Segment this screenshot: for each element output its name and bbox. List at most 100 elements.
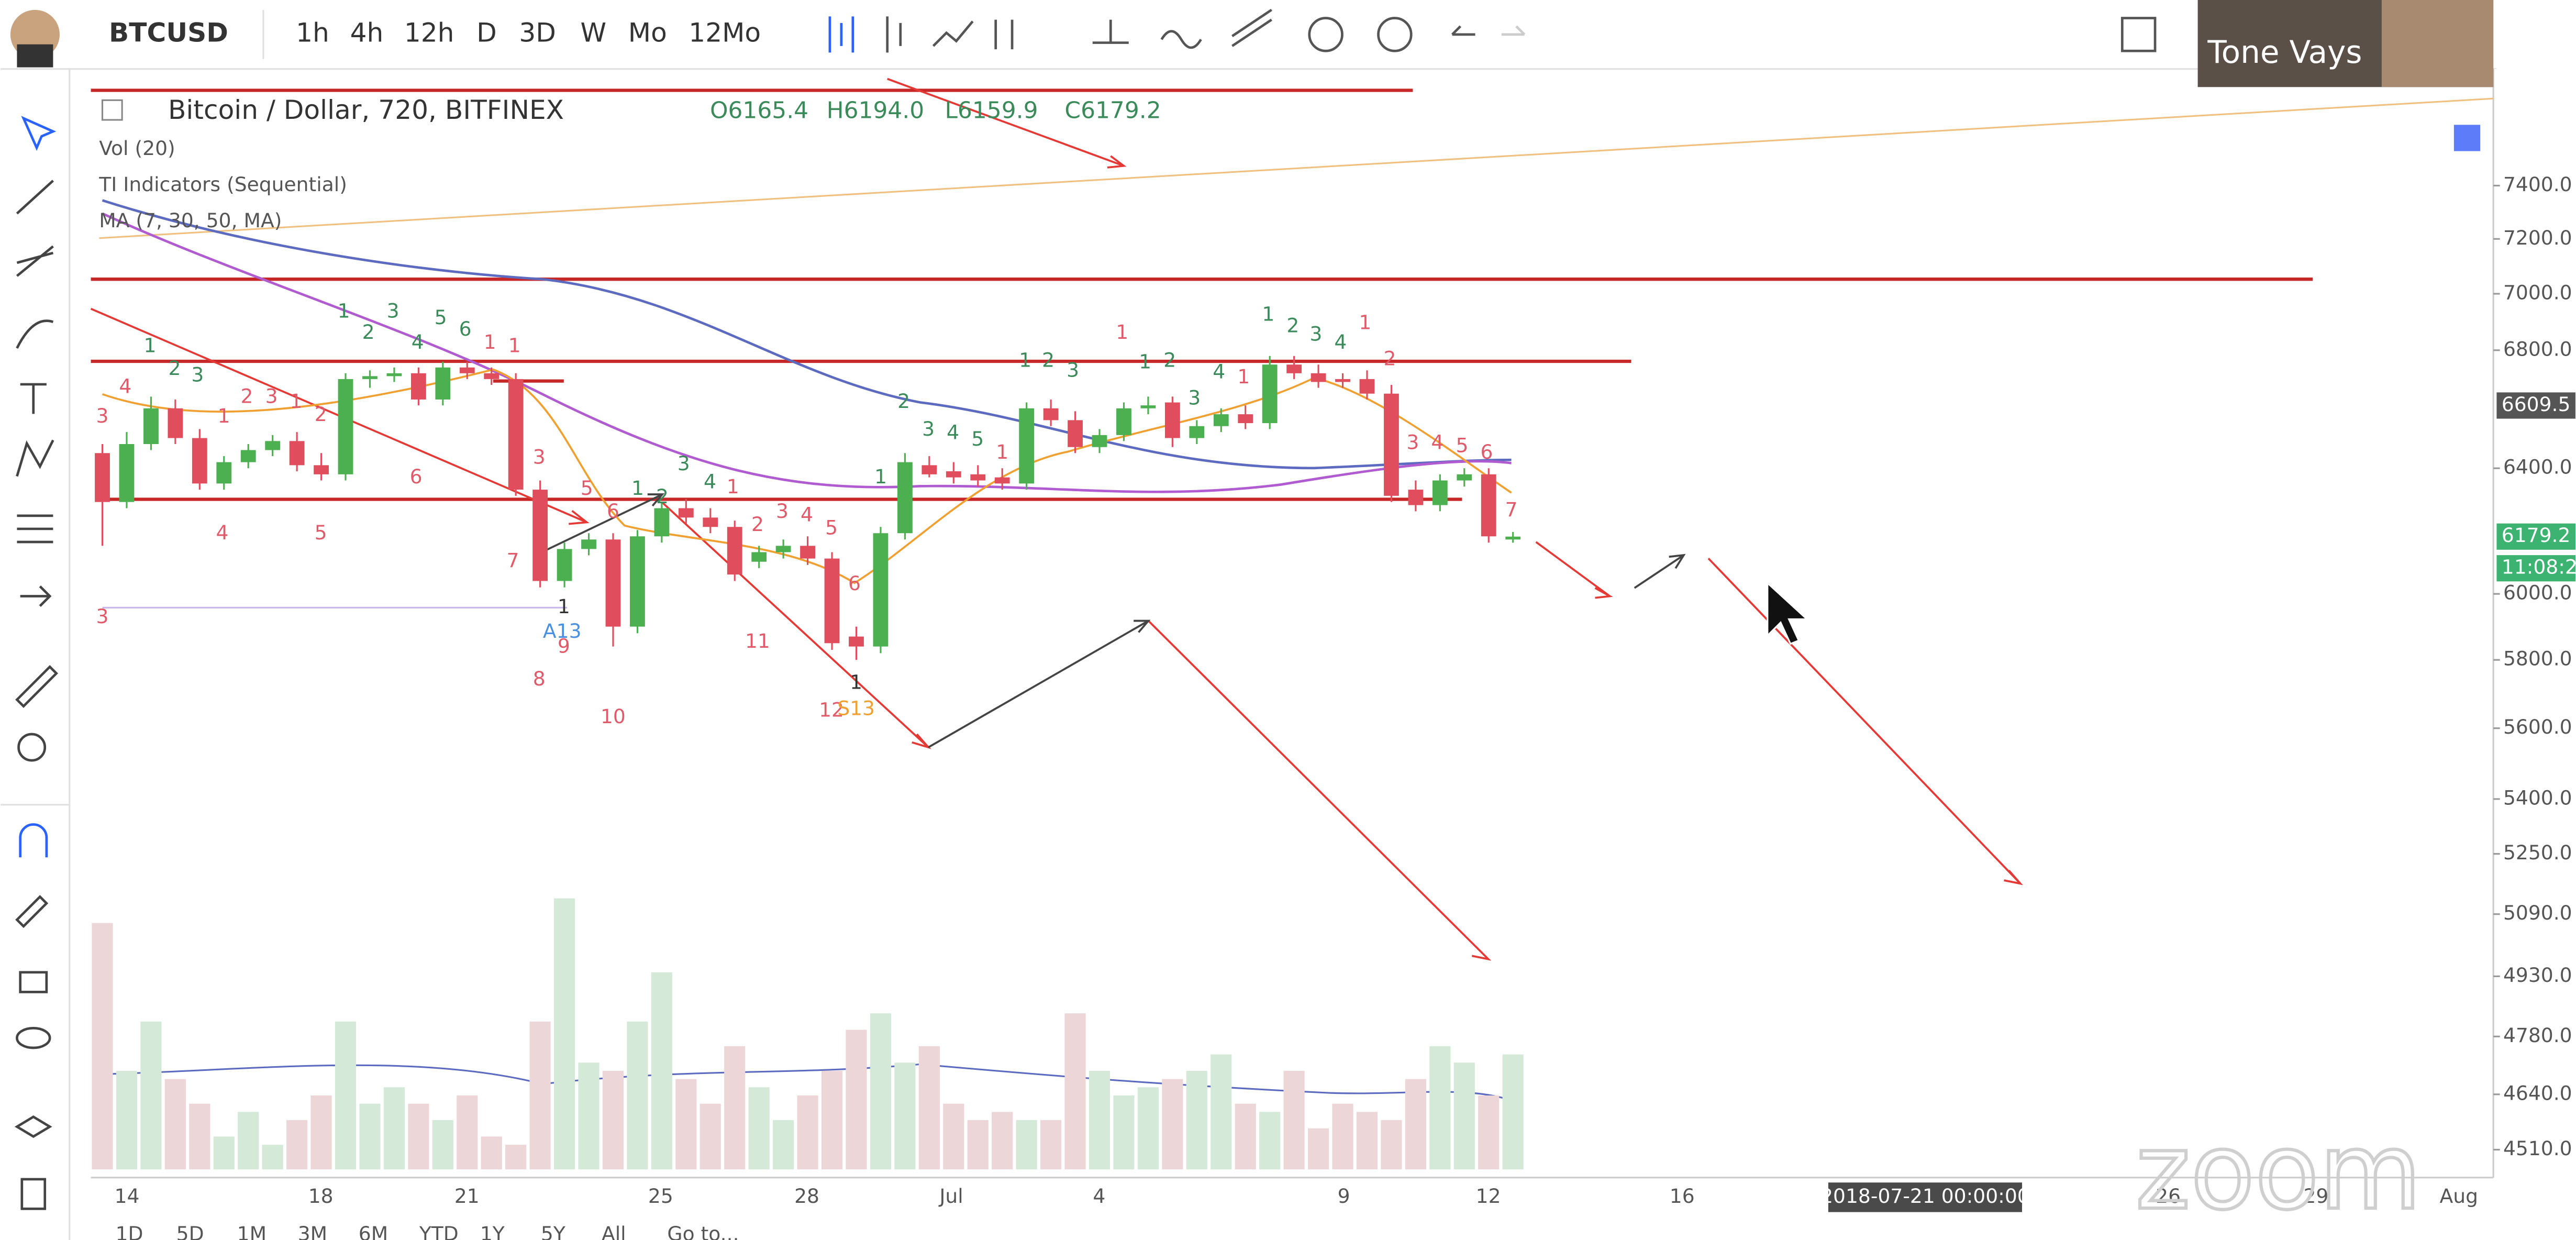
range-button[interactable]: All [602, 1222, 626, 1240]
volume-bar [286, 1120, 308, 1170]
legend-icon[interactable] [101, 99, 123, 121]
tool-trendline[interactable] [16, 180, 54, 215]
sequential-count: 12 [819, 699, 844, 722]
icon-redo[interactable] [1501, 25, 1526, 36]
icon-area[interactable] [994, 19, 1014, 50]
sequential-count: 2 [897, 390, 910, 413]
arrow [1707, 558, 2023, 885]
icon-line[interactable] [932, 20, 974, 47]
tool-layers[interactable] [14, 1115, 52, 1138]
interval[interactable]: Mo [628, 17, 667, 48]
icon-alert[interactable] [1308, 17, 1343, 52]
sequential-count: 6 [410, 465, 423, 488]
icon-layout[interactable] [2120, 17, 2157, 52]
range-button[interactable]: 6M [359, 1222, 388, 1240]
sequential-count: 2 [1163, 349, 1176, 372]
sequential-count: 4 [216, 521, 228, 544]
legend-close: C6179.2 [1064, 97, 1161, 124]
sequential-count: 4 [119, 375, 131, 398]
candle-body [946, 471, 961, 478]
tool-brush[interactable] [16, 319, 54, 349]
candle-body [1068, 420, 1083, 447]
date-label: 4 [1093, 1184, 1105, 1208]
sequential-count: 11 [745, 629, 770, 652]
volume-bar [1478, 1095, 1500, 1170]
icon-replay[interactable] [1377, 17, 1413, 52]
range-button[interactable]: 1M [237, 1222, 267, 1240]
tool-arrow[interactable] [20, 585, 52, 607]
price-label: 4930.0 [2503, 964, 2572, 987]
icon-candles[interactable] [828, 16, 854, 53]
range-button[interactable]: 3M [298, 1222, 327, 1240]
candle-body [897, 462, 913, 534]
sequential-count: 3 [776, 500, 789, 523]
tool-fib[interactable] [16, 245, 54, 277]
indicator-label[interactable]: MA (7, 30, 50, MA) [99, 209, 282, 232]
candle-body [459, 367, 475, 373]
candle-body [1092, 435, 1107, 447]
interval[interactable]: 3D [519, 17, 556, 48]
candle-body [873, 533, 889, 647]
candle-body [484, 373, 499, 379]
volume-bar [505, 1145, 527, 1170]
icon-templates[interactable] [1231, 8, 1272, 47]
range-button[interactable]: 1Y [480, 1222, 505, 1240]
candle-body [435, 367, 451, 400]
candle-body [654, 508, 670, 537]
icon-undo[interactable] [1451, 25, 1475, 36]
tool-lock[interactable] [19, 971, 48, 993]
candle-body [970, 474, 986, 481]
volume-bar [335, 1021, 357, 1170]
sequential-count: 5 [971, 427, 984, 450]
tool-cursor[interactable] [21, 116, 57, 151]
candle-body [1019, 408, 1035, 484]
volume-bar [967, 1120, 989, 1170]
tool-ruler[interactable] [15, 665, 59, 708]
volume-bar [602, 1070, 624, 1170]
interval[interactable]: D [476, 17, 497, 48]
range-button[interactable]: 5D [176, 1222, 204, 1240]
candle-body [1238, 414, 1253, 424]
interval[interactable]: 12h [404, 17, 454, 48]
range-button[interactable]: 1D [116, 1222, 143, 1240]
sequential-count: 2 [315, 403, 327, 426]
candle-body [216, 462, 232, 484]
candle-body [410, 373, 426, 400]
interval[interactable]: 12Mo [689, 17, 761, 48]
icon-indicators[interactable] [1160, 30, 1202, 49]
tool-text[interactable] [20, 383, 47, 414]
candle-body [581, 539, 596, 549]
candle-body [1213, 414, 1229, 426]
interval[interactable]: 4h [350, 17, 384, 48]
range-button[interactable]: YTD [419, 1222, 459, 1240]
tool-stay-drawing[interactable] [15, 895, 49, 928]
indicator-label[interactable]: TI Indicators (Sequential) [98, 173, 347, 196]
tool-zoom[interactable] [17, 733, 47, 762]
interval[interactable]: 1h [296, 17, 329, 48]
volume-bar [92, 923, 113, 1170]
tool-forecast[interactable] [17, 514, 53, 544]
symbol[interactable]: BTCUSD [109, 17, 228, 48]
legend-open: O6165.4 [710, 97, 808, 124]
candle-body [168, 408, 183, 438]
candle-body [1432, 480, 1448, 505]
candle-body [338, 379, 353, 474]
icon-compare[interactable] [1092, 19, 1129, 44]
tool-hide[interactable] [16, 1027, 51, 1049]
tool-trash[interactable] [20, 1178, 47, 1210]
date-label: 12 [1476, 1184, 1501, 1208]
tool-magnet[interactable] [19, 823, 48, 858]
icon-bars[interactable] [886, 16, 902, 53]
drawing-tools [14, 116, 59, 1210]
candle-body [1164, 402, 1180, 438]
sequential-count: 1 [1116, 320, 1128, 344]
interval[interactable]: W [580, 17, 606, 48]
range-button[interactable]: Go to... [667, 1222, 739, 1240]
sequential-count: 1 [558, 595, 570, 618]
range-button[interactable]: 5Y [541, 1222, 566, 1240]
indicator-label[interactable]: Vol (20) [99, 137, 175, 160]
sequential-count: 3 [678, 452, 690, 475]
tool-pattern[interactable] [16, 439, 54, 477]
volume-bar [627, 1021, 648, 1170]
info-icon[interactable] [2453, 125, 2481, 151]
